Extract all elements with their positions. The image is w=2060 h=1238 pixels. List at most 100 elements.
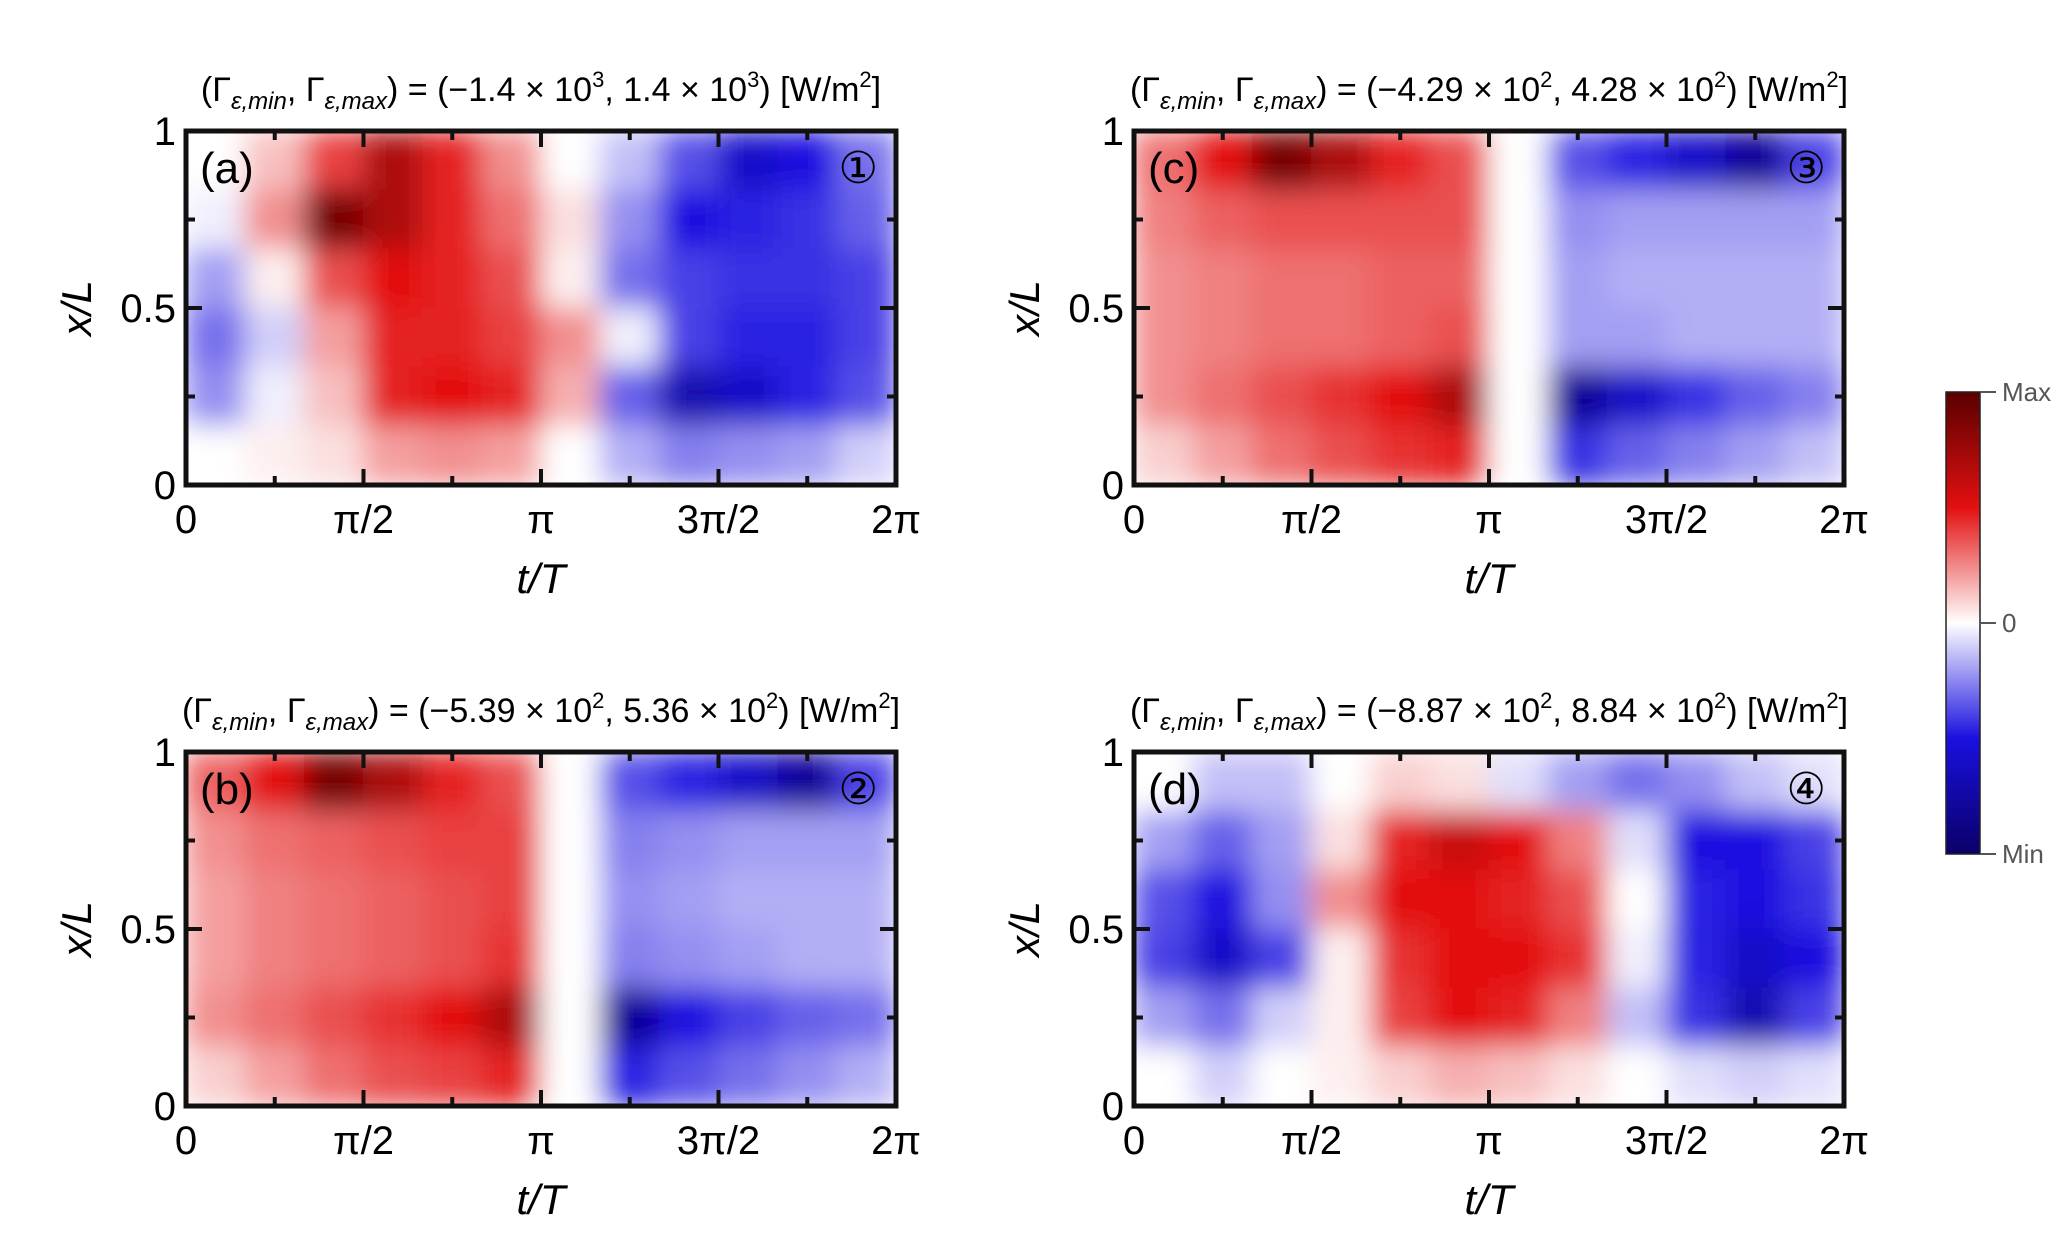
heatmap-cell xyxy=(244,131,305,191)
heatmap-cell xyxy=(599,425,660,485)
title-exp-min: 2 xyxy=(1540,688,1552,713)
heatmap-cell xyxy=(1429,131,1490,191)
colorbar-label-min: Min xyxy=(2002,839,2044,869)
heatmap-cell xyxy=(1784,131,1844,191)
heatmap-cell xyxy=(1488,248,1549,309)
y-tick-label: 1 xyxy=(154,110,176,154)
heatmap-cell xyxy=(1311,189,1372,250)
heatmap-cell xyxy=(244,248,305,309)
heatmap-cell xyxy=(244,869,305,930)
colorbar-bar xyxy=(1945,391,1981,855)
heatmap-cell xyxy=(1134,425,1194,485)
heatmap-cell xyxy=(1251,1046,1312,1106)
heatmap-cell xyxy=(1784,987,1844,1048)
heatmap-cell xyxy=(1547,752,1608,812)
heatmap-cell xyxy=(1606,248,1667,309)
x-tick-label: π xyxy=(1475,1119,1503,1163)
heatmap-cell xyxy=(1725,928,1786,989)
heatmap-cell xyxy=(1251,189,1312,250)
heatmap-cell xyxy=(422,810,483,871)
heatmap-cell xyxy=(1429,928,1490,989)
title-prefix: (Γ xyxy=(1130,71,1160,109)
heatmap-cell xyxy=(1488,425,1549,485)
heatmap-cell xyxy=(1134,189,1194,250)
heatmap-cell xyxy=(1488,869,1549,930)
heatmap-cell xyxy=(303,810,364,871)
heatmap-cell xyxy=(540,366,601,427)
title-unit-exp: 2 xyxy=(859,67,871,92)
heatmap-cell xyxy=(422,366,483,427)
heatmap-cell xyxy=(836,869,896,930)
heatmap-cell xyxy=(363,810,424,871)
heatmap-cell xyxy=(1311,752,1372,812)
heatmap-cell xyxy=(481,307,542,368)
colorbar-label-max: Max xyxy=(2002,377,2051,407)
heatmap-cell xyxy=(718,1046,779,1106)
heatmap-cell xyxy=(1429,248,1490,309)
x-tick-label: 2π xyxy=(871,1119,921,1163)
title-eq: ) = (−8.87 × 10 xyxy=(1316,692,1540,730)
title-units: ) [W/m xyxy=(1726,692,1826,730)
title-end: ] xyxy=(1839,71,1848,109)
heatmap-cell xyxy=(481,425,542,485)
heatmap-cell xyxy=(1784,307,1844,368)
heatmap-cell xyxy=(1725,248,1786,309)
panel-b: 0 π/2 π 3π/2 2π 0 0.5 1 t/T x/L (b) ② (Γε,min, Γε,ma… xyxy=(53,688,921,1223)
heatmap-cell xyxy=(1784,810,1844,871)
heatmap-cell xyxy=(1251,131,1312,191)
heatmap-cell xyxy=(1784,189,1844,250)
x-tick-label: π/2 xyxy=(333,1119,394,1163)
heatmap-cell xyxy=(1192,752,1253,812)
heatmap-cell xyxy=(244,1046,305,1106)
heatmap-cell xyxy=(1134,928,1194,989)
heatmap-cell xyxy=(303,869,364,930)
title-sub-min: ε,min xyxy=(1160,709,1216,736)
x-tick-label: π xyxy=(1475,498,1503,542)
heatmap-cell xyxy=(836,987,896,1048)
heatmap-cell xyxy=(836,928,896,989)
heatmap-cell xyxy=(303,1046,364,1106)
title-exp-max: 3 xyxy=(747,67,759,92)
heatmap-cell xyxy=(1370,366,1431,427)
heatmap-cell xyxy=(244,928,305,989)
heatmap-cell xyxy=(1192,928,1253,989)
heatmap-cell xyxy=(1488,752,1549,812)
x-tick-label: 2π xyxy=(1819,1119,1869,1163)
heatmap-cell xyxy=(540,928,601,989)
title-sep: , Γ xyxy=(1216,692,1254,730)
heatmap-cell xyxy=(303,366,364,427)
heatmap-cell xyxy=(540,248,601,309)
heatmap-cell xyxy=(599,987,660,1048)
heatmap-cell xyxy=(186,752,246,812)
heatmap-cell xyxy=(658,425,719,485)
heatmap-cell xyxy=(777,928,838,989)
heatmap-cell xyxy=(1784,869,1844,930)
heatmap-cell xyxy=(363,248,424,309)
heatmap-cell xyxy=(1251,307,1312,368)
x-tick-label: 3π/2 xyxy=(1625,1119,1708,1163)
title-exp-min: 3 xyxy=(592,67,604,92)
heatmap-cell xyxy=(422,928,483,989)
heatmap-cell xyxy=(1370,189,1431,250)
heatmap-cell xyxy=(1429,752,1490,812)
y-tick-label: 0 xyxy=(154,1085,176,1129)
heatmap-cell xyxy=(1134,1046,1194,1106)
heatmap-cell xyxy=(422,425,483,485)
heatmap-cell xyxy=(540,810,601,871)
heatmap-cell xyxy=(1134,248,1194,309)
heatmap-cell xyxy=(599,366,660,427)
heatmap-cell xyxy=(363,366,424,427)
heatmap-cell xyxy=(244,366,305,427)
heatmap-cell xyxy=(1547,307,1608,368)
heatmap-cell xyxy=(1311,131,1372,191)
heatmap-cell xyxy=(599,752,660,812)
heatmap-cell xyxy=(777,869,838,930)
heatmap-cell xyxy=(363,1046,424,1106)
heatmap-cell xyxy=(363,189,424,250)
y-tick-label: 0.5 xyxy=(120,287,176,331)
heatmap-cell xyxy=(777,189,838,250)
heatmap-cell xyxy=(244,987,305,1048)
heatmap-cell xyxy=(1666,1046,1727,1106)
heatmap-cell xyxy=(186,425,246,485)
heatmap-cell xyxy=(1370,752,1431,812)
